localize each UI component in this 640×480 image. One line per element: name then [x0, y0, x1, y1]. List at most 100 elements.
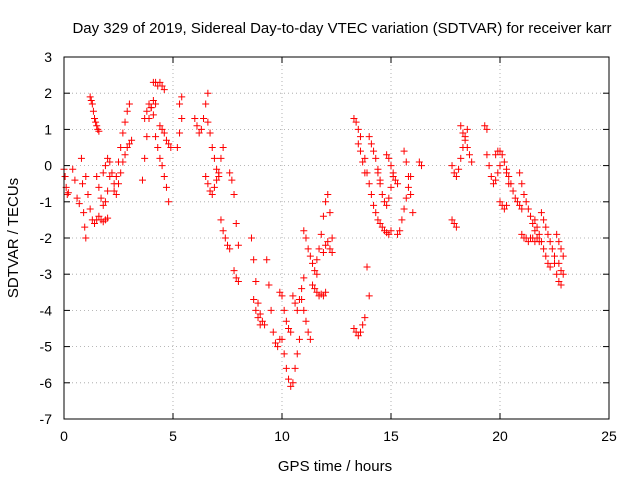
data-point [324, 238, 332, 246]
data-point [254, 314, 262, 322]
data-point [61, 172, 69, 180]
series-arc-52 [503, 165, 526, 213]
data-point [309, 281, 317, 289]
data-point [121, 118, 129, 126]
data-point [448, 216, 456, 224]
data-point [287, 382, 295, 390]
y-tick-label: -5 [40, 339, 53, 355]
data-point [178, 93, 186, 101]
data-point [165, 198, 173, 206]
data-point [487, 172, 495, 180]
data-point [75, 200, 83, 208]
data-point [455, 165, 463, 173]
data-point [95, 183, 103, 191]
data-point [195, 129, 203, 137]
data-point [533, 234, 541, 242]
data-point [300, 227, 308, 235]
data-point [518, 180, 526, 188]
data-point [544, 259, 552, 267]
data-point [555, 238, 563, 246]
grid-lines [64, 57, 609, 419]
data-point [123, 107, 131, 115]
series-arc-54 [518, 230, 541, 246]
series-arc-24 [250, 296, 264, 329]
y-tick-label: -4 [40, 302, 53, 318]
series-arc-5 [86, 93, 103, 135]
data-point [104, 214, 112, 222]
data-point [492, 176, 500, 184]
data-point [228, 176, 236, 184]
data-point [385, 194, 393, 202]
data-point [363, 263, 371, 271]
data-point [496, 162, 504, 170]
data-point [256, 321, 264, 329]
data-point [208, 191, 216, 199]
data-point [193, 122, 201, 130]
data-point [311, 267, 319, 275]
data-point [398, 216, 406, 224]
data-point [322, 288, 330, 296]
data-point [533, 223, 541, 231]
data-point [531, 238, 539, 246]
data-point [350, 115, 358, 123]
data-point [206, 129, 214, 137]
data-point [165, 140, 173, 148]
data-point [367, 191, 375, 199]
data-point [200, 115, 208, 123]
data-point [191, 115, 199, 123]
data-point [119, 158, 127, 166]
series-arc-56 [537, 209, 558, 260]
x-tick-label: 5 [169, 428, 177, 444]
data-point [394, 180, 402, 188]
x-tick-label: 10 [274, 428, 290, 444]
data-point [537, 238, 545, 246]
data-point [459, 129, 467, 137]
data-point [302, 234, 310, 242]
data-point [415, 158, 423, 166]
data-point [158, 125, 166, 133]
data-point [306, 252, 314, 260]
data-point [306, 335, 314, 343]
data-point [378, 191, 386, 199]
data-points [60, 78, 567, 390]
series-arc-40 [374, 169, 397, 209]
data-point [385, 230, 393, 238]
data-point [311, 285, 319, 293]
data-point [86, 205, 94, 213]
data-point [215, 169, 223, 177]
series-arc-8 [110, 100, 133, 195]
data-point [367, 140, 375, 148]
series-arc-48 [481, 122, 491, 133]
data-point [267, 306, 275, 314]
data-point [383, 201, 391, 209]
data-point [518, 230, 526, 238]
data-point [154, 144, 162, 151]
series-arc-30 [300, 227, 321, 278]
data-point [250, 296, 258, 304]
data-point [511, 194, 519, 202]
data-point [119, 129, 127, 137]
data-point [555, 277, 563, 285]
data-point [319, 248, 327, 256]
data-point [391, 176, 399, 184]
data-point [404, 172, 412, 180]
data-point [282, 317, 290, 325]
data-point [86, 93, 94, 101]
data-point [278, 292, 286, 300]
data-point [89, 107, 97, 115]
series-arc-4 [82, 172, 112, 228]
data-point [361, 154, 369, 162]
data-point [156, 78, 164, 86]
data-point [559, 270, 567, 278]
data-point [221, 234, 229, 242]
series-arc-51 [496, 198, 511, 213]
data-point [492, 151, 500, 159]
data-point [555, 259, 563, 267]
data-point [544, 230, 552, 238]
series-arc-34 [350, 314, 369, 340]
data-point [210, 154, 218, 162]
data-point [304, 245, 312, 253]
data-point [226, 169, 234, 177]
data-point [145, 100, 153, 108]
